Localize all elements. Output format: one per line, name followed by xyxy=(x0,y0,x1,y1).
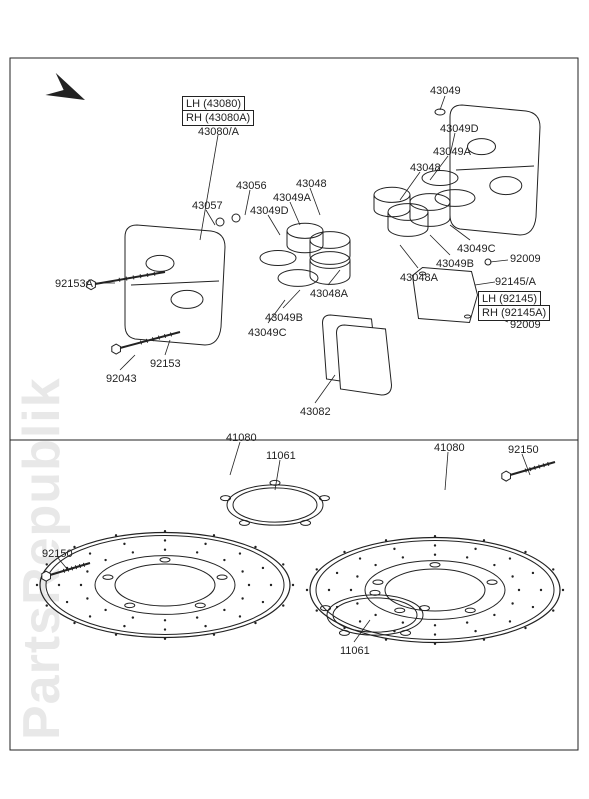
part-label-11061_r: 11061 xyxy=(340,645,370,657)
part-label-41080_l: 41080 xyxy=(226,432,257,444)
part-label-92150_r: 92150 xyxy=(508,444,539,456)
part-label-43048_r: 43048 xyxy=(410,162,441,174)
part-label-43049d_r: 43049D xyxy=(440,123,479,135)
part-label-43049c_c: 43049C xyxy=(248,327,287,339)
part-label-43048_c: 43048 xyxy=(296,178,327,190)
part-label-43082: 43082 xyxy=(300,406,331,418)
part-label-41080_r: 41080 xyxy=(434,442,465,454)
part-label-43048a_r: 43048A xyxy=(400,272,438,284)
part-label-43048a_c: 43048A xyxy=(310,288,348,300)
part-label-92009_b: 92009 xyxy=(510,319,541,331)
part-label-43049c_r: 43049C xyxy=(457,243,496,255)
part-label-43049_top: 43049 xyxy=(430,85,461,97)
part-label-92150_l: 92150 xyxy=(42,548,73,560)
part-label-43049a_c: 43049A xyxy=(273,192,311,204)
part-label-92009_t: 92009 xyxy=(510,253,541,265)
labels-layer: 43049LH (43080)RH (43080A)43080/A43049D4… xyxy=(0,0,589,799)
part-label-11061_l: 11061 xyxy=(266,450,296,462)
part-label-43049d_c: 43049D xyxy=(250,205,289,217)
part-label-rh_43080a: RH (43080A) xyxy=(182,110,254,126)
part-label-43049b_r: 43049B xyxy=(436,258,474,270)
part-label-92153: 92153 xyxy=(150,358,181,370)
part-label-92043: 92043 xyxy=(106,373,137,385)
part-label-92145_a: 92145/A xyxy=(495,276,536,288)
part-label-92153a: 92153A xyxy=(55,278,93,290)
part-label-43056: 43056 xyxy=(236,180,267,192)
part-label-43049b_c: 43049B xyxy=(265,312,303,324)
part-label-43080_a: 43080/A xyxy=(198,126,239,138)
part-label-43049a_r: 43049A xyxy=(433,146,471,158)
part-label-43057: 43057 xyxy=(192,200,223,212)
